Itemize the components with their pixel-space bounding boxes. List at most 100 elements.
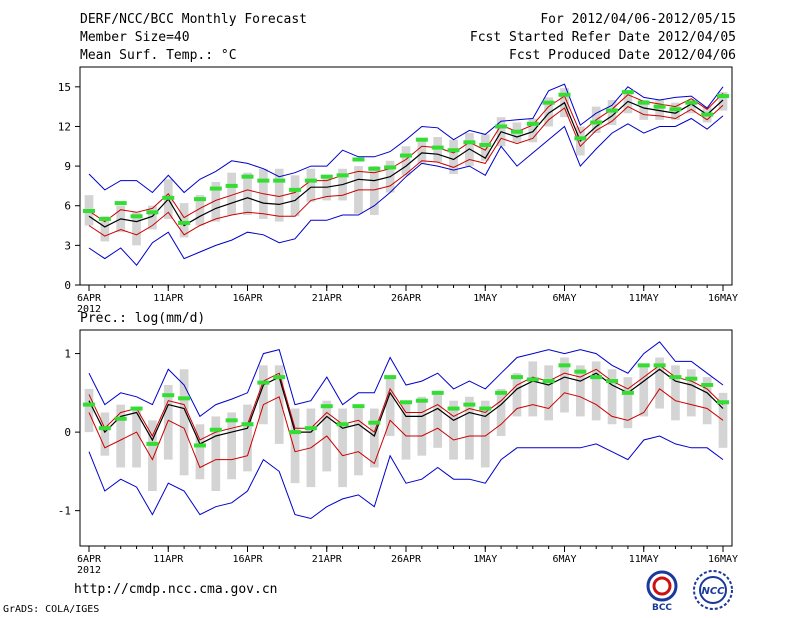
observed-marker (304, 426, 317, 431)
observed-marker (542, 379, 555, 384)
observed-marker (336, 422, 349, 427)
observed-marker (669, 375, 682, 380)
spread-box (449, 400, 458, 460)
observed-marker (289, 430, 302, 435)
observed-marker (209, 186, 222, 191)
observed-marker (701, 112, 714, 117)
observed-marker (590, 375, 603, 380)
observed-marker (701, 382, 714, 387)
observed-marker (304, 178, 317, 183)
observed-marker (685, 376, 698, 381)
variable-label: Mean Surf. Temp.: °C (80, 48, 237, 63)
observed-marker (495, 390, 508, 395)
observed-marker (510, 129, 523, 134)
observed-marker (273, 375, 286, 380)
upper-blue-line (88, 83, 724, 194)
upper-red-line (88, 364, 724, 441)
x-tick-label: 16APR (232, 554, 263, 565)
observed-marker (574, 136, 587, 141)
spread-box (211, 181, 221, 222)
observed-marker (178, 220, 191, 225)
y-tick-label: 15 (58, 81, 71, 94)
y-tick-label: 9 (64, 160, 71, 173)
x-tick-label: 6APR (77, 554, 102, 565)
spread-box (195, 195, 205, 226)
spread-box (718, 392, 728, 448)
spread-box (512, 373, 522, 417)
observed-marker (717, 400, 729, 405)
observed-marker (400, 400, 412, 405)
observed-marker (621, 90, 634, 95)
observed-marker (526, 377, 539, 382)
spread-box (433, 392, 443, 448)
observed-marker (384, 165, 397, 170)
spread-box (116, 404, 126, 468)
x-tick-label: 21APR (312, 293, 343, 304)
observed-marker (415, 398, 428, 403)
observed-marker (447, 406, 460, 411)
grads-credit: GrADS: COLA/IGES (3, 604, 100, 615)
spread-box (528, 361, 538, 417)
x-year-label: 2012 (77, 304, 101, 315)
spread-box (100, 412, 110, 456)
spread-box (132, 212, 141, 246)
observed-marker (257, 380, 270, 385)
observed-marker (98, 216, 111, 221)
spread-box (369, 408, 379, 468)
observed-marker (162, 393, 175, 398)
source-url[interactable]: http://cmdp.ncc.cma.gov.cn (74, 582, 278, 597)
observed-marker (368, 166, 381, 171)
upper-blue-line (88, 341, 724, 418)
spread-box (544, 97, 554, 127)
spread-box (480, 134, 490, 161)
x-tick-label: 6MAY (552, 554, 576, 565)
spread-box (465, 396, 474, 460)
spread-box (639, 100, 649, 120)
observed-marker (637, 100, 650, 105)
x-tick-label: 16MAY (708, 293, 738, 304)
spread-box (258, 365, 268, 425)
spread-box (639, 365, 649, 417)
forecast-period: For 2012/04/06-2012/05/15 (540, 12, 736, 27)
chart-title: DERF/NCC/BCC Monthly Forecast (80, 12, 307, 27)
spread-box (575, 365, 585, 417)
observed-marker (257, 178, 270, 183)
spread-box (560, 357, 569, 413)
observed-marker (415, 137, 428, 142)
spread-box (322, 176, 332, 201)
produced-date: Fcst Produced Date 2012/04/06 (509, 48, 736, 63)
observed-marker (621, 390, 634, 395)
y-tick-label: 0 (64, 426, 71, 439)
observed-marker (431, 390, 444, 395)
observed-marker (558, 92, 571, 97)
spread-box (163, 384, 173, 460)
spread-box (243, 172, 252, 215)
x-tick-label: 11APR (153, 554, 184, 565)
spread-box (417, 139, 427, 164)
observed-marker (193, 197, 206, 202)
observed-marker (590, 120, 603, 125)
x-tick-label: 26APR (391, 293, 422, 304)
spread-box (243, 404, 252, 472)
observed-marker (384, 375, 397, 380)
observed-marker (606, 108, 619, 113)
spread-box (591, 361, 601, 421)
spread-box (211, 416, 221, 492)
spread-box (179, 369, 189, 476)
y-tick-label: -1 (58, 505, 71, 518)
spread-box (84, 388, 94, 433)
start-date: Fcst Started Refer Date 2012/04/05 (469, 30, 736, 45)
spread-box (496, 388, 506, 437)
observed-marker (526, 121, 539, 126)
observed-marker (209, 427, 222, 432)
lower-blue-line (88, 115, 724, 266)
ncc-logo: NCC (693, 570, 733, 610)
observed-marker (368, 420, 381, 425)
observed-marker (400, 153, 412, 158)
observed-marker (146, 210, 159, 215)
panel-title: Prec.: log(mm/d) (80, 311, 205, 326)
observed-marker (162, 195, 175, 200)
spread-box (369, 166, 379, 215)
